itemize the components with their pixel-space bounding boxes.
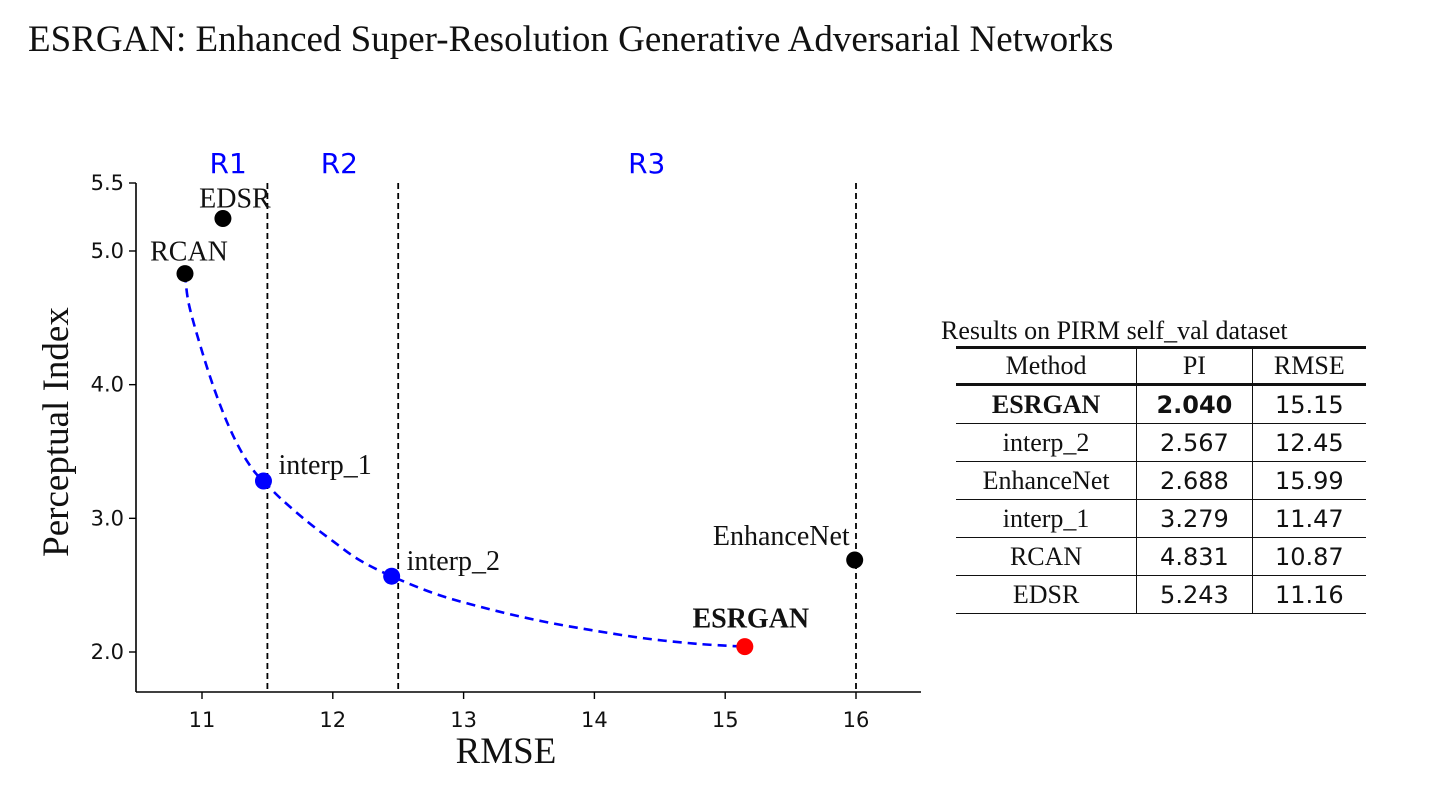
y-tick-label: 5.5	[91, 171, 124, 195]
region-boundaries	[266, 183, 857, 692]
x-tick-label: 16	[843, 708, 870, 732]
data-point-interp_2	[383, 567, 401, 585]
data-point-enhancenet	[846, 551, 864, 569]
page-title: ESRGAN: Enhanced Super-Resolution Genera…	[28, 19, 1114, 60]
row-pi: 5.243	[1136, 575, 1253, 614]
point-label-rcan: RCAN	[150, 237, 228, 268]
data-point-rcan	[176, 265, 194, 283]
x-tick-label: 15	[712, 708, 739, 732]
point-label-enhancenet: EnhanceNet	[713, 521, 850, 552]
row-rmse: 11.16	[1252, 575, 1366, 614]
row-rmse: 11.47	[1252, 499, 1366, 538]
perceptual-index-vs-rmse-chart: 11 12 13 14 15 16 2.0 3.0 4.0 5.0 5.5 EDSR RCAN inte…	[36, 147, 921, 772]
point-label-interp_1: interp_1	[278, 450, 371, 481]
x-tick-label: 12	[319, 708, 346, 732]
row-pi: 2.567	[1136, 423, 1253, 462]
row-pi: 2.688	[1136, 461, 1253, 500]
row-rmse: 15.99	[1252, 461, 1366, 500]
row-rmse: 15.15	[1252, 384, 1366, 424]
data-point-interp_1	[254, 472, 272, 490]
y-axis-label: Perceptual Index	[36, 307, 77, 557]
row-method: interp_2	[956, 423, 1138, 462]
x-tick-label: 13	[450, 708, 477, 732]
header-pi: PI	[1136, 347, 1253, 386]
x-tick-label: 14	[581, 708, 608, 732]
point-label-edsr: EDSR	[199, 184, 271, 215]
row-pi: 4.831	[1136, 537, 1253, 576]
results-header-row: Method PI RMSE	[956, 347, 1366, 386]
row-rmse: 12.45	[1252, 423, 1366, 462]
ticks: 11 12 13 14 15 16 2.0 3.0 4.0 5.0 5.5	[91, 171, 870, 732]
results-caption: Results on PIRM self_val dataset	[941, 316, 1288, 345]
header-rmse: RMSE	[1252, 347, 1366, 386]
y-tick-label: 4.0	[91, 373, 124, 397]
region-labels: R1 R2 R3	[210, 147, 666, 180]
data-points	[176, 210, 864, 656]
point-label-esrgan: ESRGAN	[692, 604, 809, 635]
tradeoff-curve-path	[183, 273, 745, 648]
header-method: Method	[956, 347, 1138, 386]
row-method: EnhanceNet	[956, 461, 1138, 500]
row-method: EDSR	[956, 575, 1138, 614]
results-table: Method PI RMSE ESRGAN 2.040 15.15 interp…	[956, 346, 1366, 614]
table-row: RCAN 4.831 10.87	[956, 537, 1366, 576]
row-rmse: 10.87	[1252, 537, 1366, 576]
table-row: EDSR 5.243 11.16	[956, 575, 1366, 614]
axes	[135, 183, 921, 693]
row-method: interp_1	[956, 499, 1138, 538]
y-tick-label: 3.0	[91, 506, 124, 530]
table-row: interp_2 2.567 12.45	[956, 423, 1366, 462]
tradeoff-curve	[183, 273, 745, 648]
point-labels: EDSR RCAN interp_1 interp_2 ESRGAN EnhanceNet	[150, 184, 850, 635]
region-label-r1: R1	[210, 147, 247, 180]
results-panel: Results on PIRM self_val dataset Method …	[940, 316, 1387, 614]
data-point-edsr	[214, 210, 232, 228]
y-tick-label: 2.0	[91, 640, 124, 664]
x-tick-label: 11	[189, 708, 216, 732]
data-point-esrgan	[736, 638, 754, 656]
x-axis-label: RMSE	[456, 731, 557, 772]
table-row: ESRGAN 2.040 15.15	[956, 384, 1366, 424]
y-tick-label: 5.0	[91, 239, 124, 263]
table-row: interp_1 3.279 11.47	[956, 499, 1366, 538]
row-method: ESRGAN	[956, 384, 1138, 424]
row-pi: 2.040	[1136, 384, 1253, 424]
region-label-r2: R2	[321, 147, 358, 180]
region-label-r3: R3	[628, 147, 665, 180]
table-row: EnhanceNet 2.688 15.99	[956, 461, 1366, 500]
point-label-interp_2: interp_2	[407, 546, 500, 577]
row-method: RCAN	[956, 537, 1138, 576]
row-pi: 3.279	[1136, 499, 1253, 538]
